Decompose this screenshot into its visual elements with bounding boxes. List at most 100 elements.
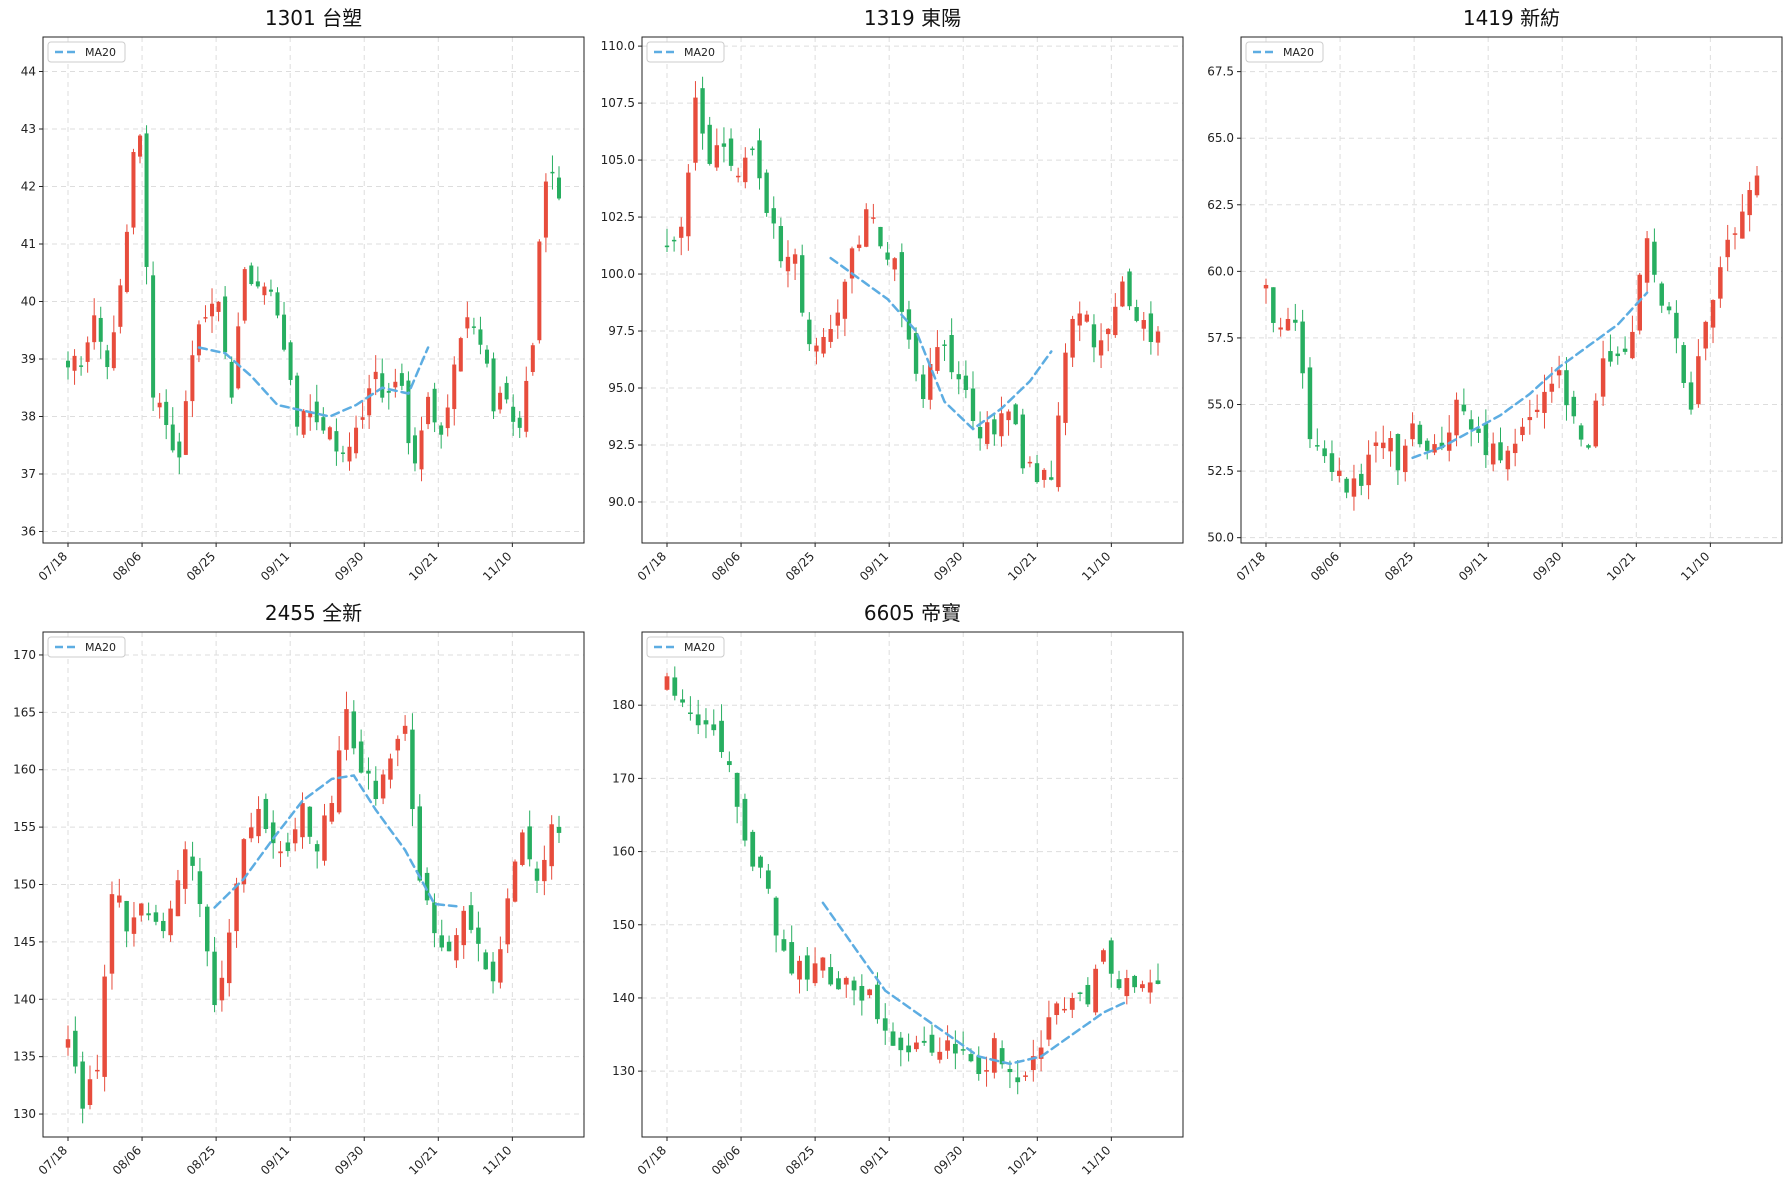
candle <box>956 361 961 395</box>
candle-body <box>882 1018 888 1031</box>
candle <box>820 956 826 978</box>
candle <box>1527 399 1533 435</box>
candle <box>249 262 254 286</box>
candle-body <box>960 1049 966 1051</box>
candle-body <box>1468 419 1474 430</box>
candle <box>812 947 818 986</box>
y-tick-label: 110.0 <box>601 39 635 53</box>
candle <box>138 134 143 164</box>
candle <box>1046 1000 1052 1047</box>
candle-body <box>498 392 503 410</box>
candle <box>1124 969 1130 1005</box>
axes-frame <box>42 36 585 544</box>
candle-body <box>1344 478 1349 493</box>
candle-body <box>1439 442 1445 449</box>
candle-body <box>1622 348 1628 352</box>
candle-body <box>117 895 122 903</box>
legend-box <box>47 41 126 63</box>
candle <box>1351 464 1357 511</box>
candle-body <box>942 344 947 346</box>
candle <box>484 345 489 368</box>
candle <box>196 320 201 363</box>
candle-body <box>478 329 483 345</box>
candle <box>98 306 103 359</box>
x-tick-label: 11/10 <box>480 549 514 583</box>
candle-body <box>1030 1056 1036 1071</box>
candle-body <box>395 738 401 751</box>
legend: MA20 <box>47 636 126 658</box>
candle <box>856 235 862 252</box>
candle <box>511 394 516 436</box>
candle-body <box>1132 975 1137 988</box>
candle <box>835 299 840 339</box>
candle-body <box>1527 417 1533 421</box>
candle <box>885 241 890 266</box>
candle <box>263 793 269 834</box>
candle-body <box>1106 328 1111 335</box>
candle-body <box>963 375 969 390</box>
candle-body <box>216 301 221 312</box>
candle-body <box>288 342 293 380</box>
candle-body <box>991 1038 997 1073</box>
candle-body <box>1054 1003 1060 1016</box>
candle <box>1718 256 1723 308</box>
candle-body <box>177 441 182 458</box>
candle-body <box>344 709 349 750</box>
candle <box>461 905 466 959</box>
x-tick-label: 09/11 <box>857 1143 891 1177</box>
candle <box>65 1025 71 1056</box>
candle <box>914 1035 919 1052</box>
candle <box>1637 272 1642 335</box>
candle <box>322 803 327 866</box>
candle <box>530 342 535 376</box>
candle-body <box>111 332 116 369</box>
candle-body <box>1718 267 1723 299</box>
candle <box>177 432 182 475</box>
axes-frame <box>42 631 585 1138</box>
legend-box <box>1245 41 1324 63</box>
candle-body <box>1644 238 1650 283</box>
y-tick-label: 160 <box>612 845 635 859</box>
candle-body <box>1085 984 1091 1005</box>
candle <box>314 840 320 869</box>
legend-label: MA20 <box>1283 46 1314 59</box>
candle-body <box>190 355 195 402</box>
candle <box>344 691 349 761</box>
candle-body <box>190 856 195 866</box>
candle-body <box>367 388 372 416</box>
candle-body <box>300 803 305 838</box>
candle <box>1120 276 1125 308</box>
candle <box>664 672 670 691</box>
candle <box>1148 301 1154 355</box>
candle-body <box>890 1031 896 1046</box>
candle-body <box>542 859 547 882</box>
candle <box>1366 440 1371 500</box>
candle-body <box>1093 968 1099 1013</box>
candle <box>175 869 181 917</box>
y-tick-label: 95.0 <box>608 381 635 395</box>
candle-body <box>1015 1077 1021 1083</box>
candle-body <box>1278 327 1283 330</box>
candle <box>524 366 529 438</box>
candle-body <box>340 452 345 454</box>
candle-body <box>664 245 670 248</box>
candle-body <box>1116 979 1122 989</box>
candle <box>109 881 115 990</box>
candle-body <box>366 770 371 774</box>
candle-body <box>1077 313 1082 326</box>
candle <box>424 867 430 906</box>
y-tick-label: 130 <box>13 1107 36 1121</box>
candle-body <box>412 435 417 464</box>
candle <box>549 815 554 880</box>
y-tick-label: 38 <box>21 410 36 424</box>
candle-body <box>249 265 254 285</box>
x-tick-label: 08/25 <box>783 549 817 583</box>
candle-body <box>347 446 352 462</box>
y-tick-label: 97.5 <box>608 324 635 338</box>
candle-body <box>336 750 342 813</box>
candle <box>256 796 261 844</box>
candle <box>270 810 276 859</box>
y-tick-label: 57.5 <box>1207 331 1234 345</box>
x-tick-label: 08/06 <box>110 1143 144 1177</box>
candle <box>942 339 947 361</box>
